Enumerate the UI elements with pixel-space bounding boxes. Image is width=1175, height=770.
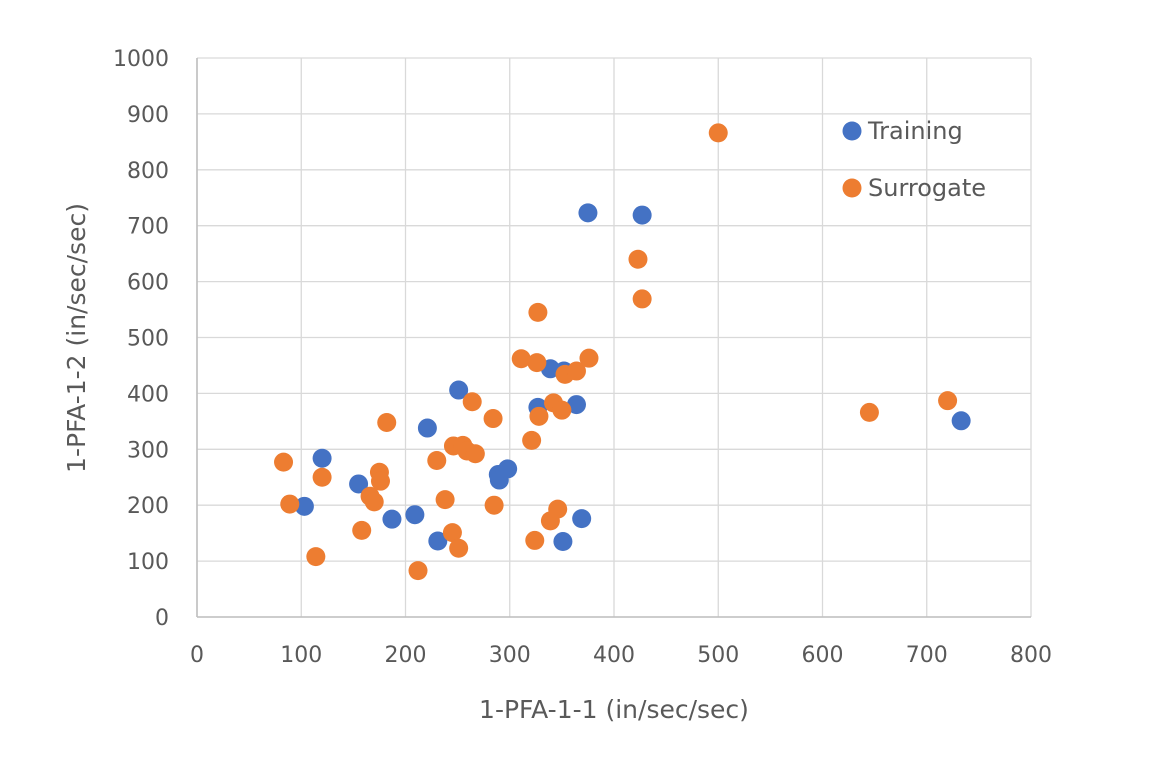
surrogate-point — [352, 520, 372, 540]
grid-lines — [196, 57, 1032, 618]
training-point — [382, 509, 402, 529]
y-tick-label: 500 — [127, 327, 169, 352]
surrogate-point — [483, 409, 503, 429]
training-point — [417, 418, 437, 438]
surrogate-point — [377, 412, 397, 432]
training-point — [632, 205, 652, 225]
x-tick-label: 0 — [190, 643, 204, 668]
y-tick-label: 800 — [127, 159, 169, 184]
y-tick-label: 1000 — [113, 47, 169, 72]
surrogate-point — [364, 492, 384, 512]
y-axis-title: 1-PFA-1-2 (in/sec/sec) — [62, 203, 91, 473]
legend-label-surrogate: Surrogate — [868, 174, 986, 202]
surrogate-point — [859, 402, 879, 422]
surrogate-point — [552, 400, 572, 420]
training-point — [951, 411, 971, 431]
training-point — [428, 531, 448, 551]
training-point — [566, 395, 586, 415]
surrogate-point — [280, 494, 300, 514]
surrogate-point — [528, 302, 548, 322]
training-point — [349, 474, 369, 494]
y-tick-label: 300 — [127, 438, 169, 463]
surrogate-point — [708, 123, 728, 143]
x-tick-label: 400 — [593, 643, 635, 668]
surrogate-point — [449, 538, 469, 558]
training-point — [294, 496, 314, 516]
y-tick-label: 200 — [127, 494, 169, 519]
surrogate-point — [370, 471, 390, 491]
x-tick-label: 700 — [906, 643, 948, 668]
training-point — [578, 203, 598, 223]
y-tick-label: 400 — [127, 382, 169, 407]
training-point — [572, 509, 592, 529]
legend-marker-surrogate — [842, 178, 862, 198]
data-points — [274, 123, 971, 581]
surrogate-point — [628, 249, 648, 269]
x-tick-label: 500 — [697, 643, 739, 668]
surrogate-point — [511, 349, 531, 369]
y-tick-label: 900 — [127, 103, 169, 128]
surrogate-point — [529, 406, 549, 426]
surrogate-point — [484, 495, 504, 515]
y-tick-label: 100 — [127, 550, 169, 575]
surrogate-point — [274, 452, 294, 472]
surrogate-point — [548, 499, 568, 519]
legend-label-training: Training — [867, 117, 963, 145]
surrogate-point — [632, 289, 652, 309]
training-point — [449, 380, 469, 400]
axes — [196, 58, 1031, 618]
training-point — [312, 448, 332, 468]
surrogate-point — [525, 530, 545, 550]
surrogate-point — [462, 392, 482, 412]
y-tick-label: 600 — [127, 271, 169, 296]
surrogate-point — [408, 561, 428, 581]
training-point — [498, 459, 518, 479]
legend-marker-training — [842, 121, 862, 141]
legend: Training Surrogate — [842, 117, 986, 202]
y-tick-label: 700 — [127, 215, 169, 240]
surrogate-point — [566, 361, 586, 381]
x-tick-label: 300 — [489, 643, 531, 668]
surrogate-point — [579, 348, 599, 368]
surrogate-point — [306, 547, 326, 567]
surrogate-point — [527, 353, 547, 373]
training-point — [405, 505, 425, 525]
x-tick-labels: 0 100 200 300 400 500 600 700 800 — [190, 643, 1052, 668]
x-axis-title: 1-PFA-1-1 (in/sec/sec) — [479, 695, 749, 724]
surrogate-point — [465, 444, 485, 464]
y-tick-label: 0 — [155, 606, 169, 631]
surrogate-point — [435, 490, 455, 510]
training-point — [553, 532, 573, 552]
surrogate-point — [938, 391, 958, 411]
x-tick-label: 800 — [1010, 643, 1052, 668]
surrogate-point — [522, 430, 542, 450]
surrogate-point — [442, 523, 462, 543]
surrogate-point — [312, 467, 332, 487]
surrogate-point — [427, 450, 447, 470]
y-tick-labels: 0 100 200 300 400 500 600 700 800 900 1000 — [113, 47, 169, 631]
x-tick-label: 200 — [385, 643, 427, 668]
x-tick-label: 100 — [280, 643, 322, 668]
x-tick-label: 600 — [802, 643, 844, 668]
